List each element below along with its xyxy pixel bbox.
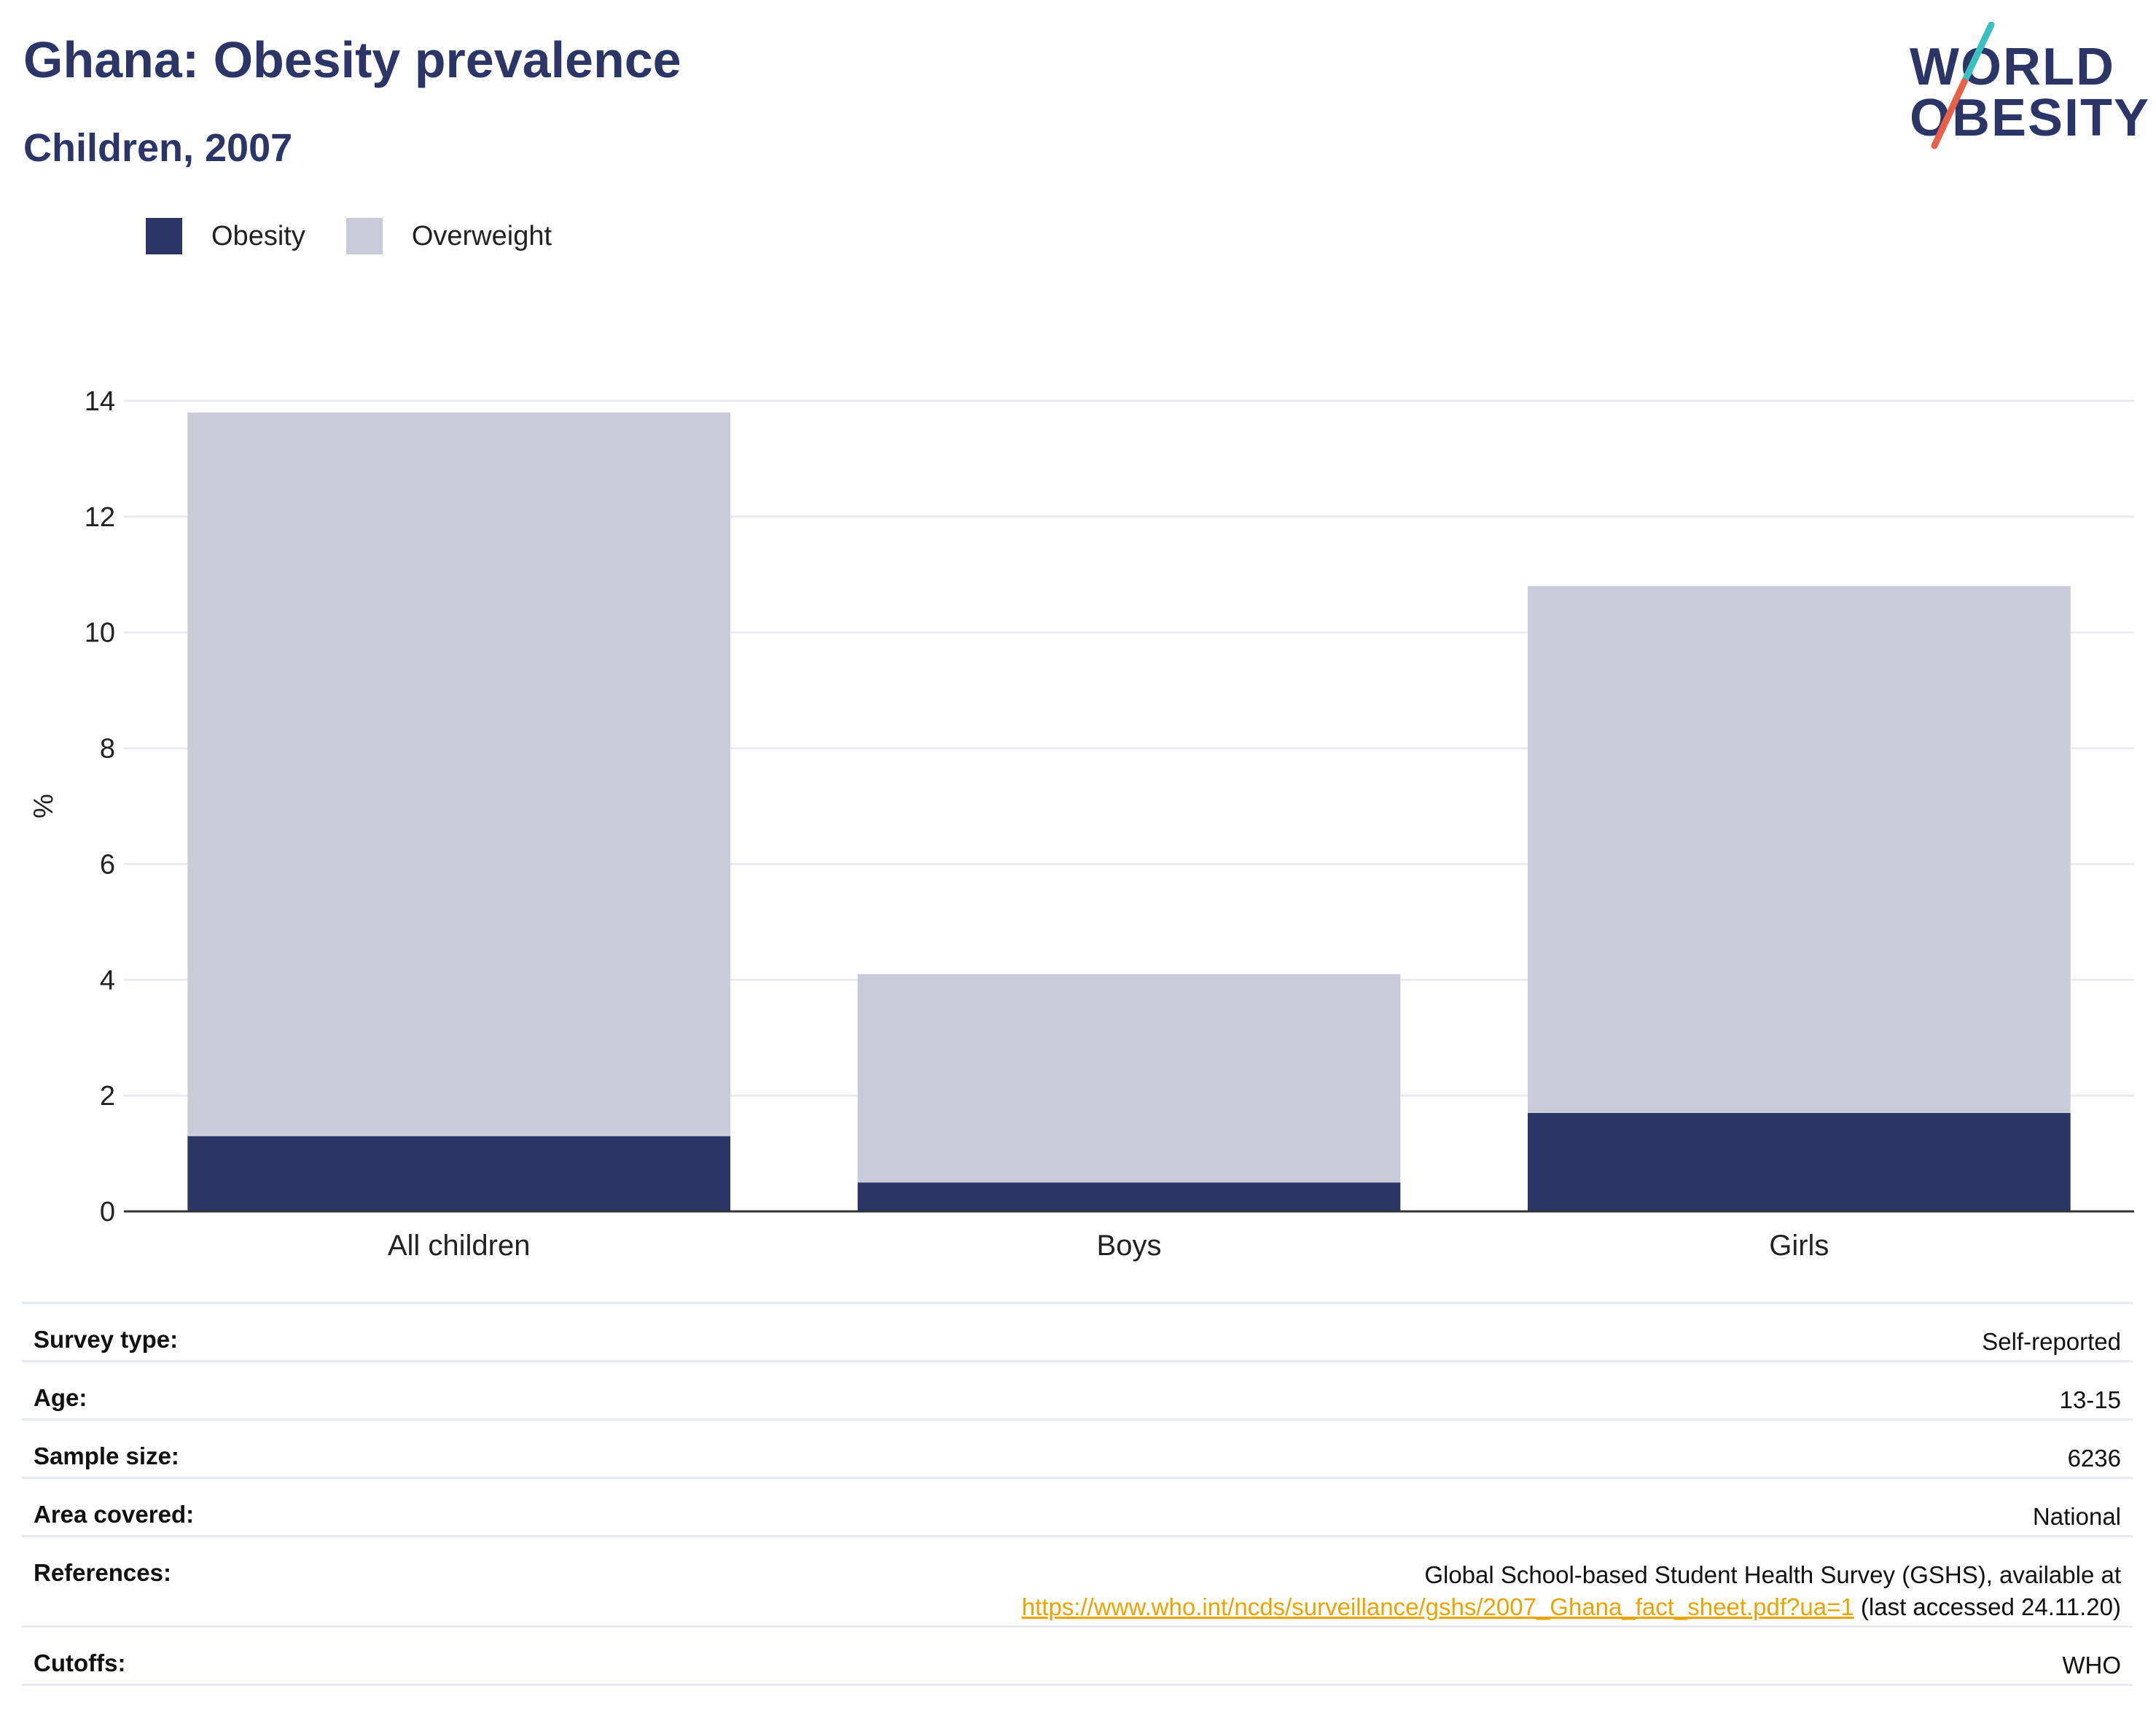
y-tick-label: 12 xyxy=(85,502,115,533)
legend-label-overweight: Overweight xyxy=(411,220,552,251)
reference-link[interactable]: https://www.who.int/ncds/surveillance/gs… xyxy=(1021,1593,1854,1620)
legend: Obesity Overweight xyxy=(146,217,593,255)
info-key: Cutoffs: xyxy=(34,1649,126,1676)
y-tick-label: 0 xyxy=(100,1197,115,1227)
bar-obesity xyxy=(187,1136,730,1211)
info-row-references: References: Global School-based Student … xyxy=(22,1536,2133,1627)
x-tick-label: All children xyxy=(388,1230,531,1262)
chart-subtitle: Children, 2007 xyxy=(23,126,293,170)
info-row-age: Age: 13-15 xyxy=(22,1361,2133,1420)
info-key: Survey type: xyxy=(34,1326,179,1353)
logo-word-world: WORLD xyxy=(1910,38,2115,96)
legend-swatch-overweight xyxy=(345,218,383,254)
y-tick-label: 14 xyxy=(85,386,115,417)
info-row-area-covered: Area covered: National xyxy=(22,1477,2133,1536)
y-axis-label: % xyxy=(28,794,59,819)
reference-text: Global School-based Student Health Surve… xyxy=(1424,1561,2121,1588)
info-value: 13-15 xyxy=(2059,1386,2121,1413)
bar-obesity xyxy=(1528,1112,2071,1211)
bar-overweight xyxy=(187,412,730,1136)
legend-label-obesity: Obesity xyxy=(211,220,305,251)
legend-swatch-obesity xyxy=(146,218,182,254)
bar-overweight xyxy=(857,974,1401,1183)
y-tick-label: 4 xyxy=(100,965,115,996)
info-key: Age: xyxy=(34,1384,87,1411)
legend-item-obesity[interactable]: Obesity xyxy=(146,218,305,254)
info-row-cutoffs: Cutoffs: WHO xyxy=(22,1626,2133,1685)
logo-slash-icon xyxy=(1931,22,1995,149)
y-tick-label: 6 xyxy=(100,849,115,880)
reference-accessed: (last accessed 24.11.20) xyxy=(1854,1593,2121,1620)
info-key: Sample size: xyxy=(34,1442,179,1469)
info-key: Area covered: xyxy=(34,1501,195,1528)
info-value: Self-reported xyxy=(1982,1328,2121,1355)
y-tick-label: 2 xyxy=(100,1081,115,1112)
y-tick-label: 8 xyxy=(100,734,115,765)
info-value: 6236 xyxy=(2067,1445,2121,1472)
info-value: National xyxy=(2032,1503,2121,1530)
info-row-survey-type: Survey type: Self-reported xyxy=(22,1303,2133,1362)
world-obesity-logo: WORLD OBESITY xyxy=(1895,22,2149,153)
bar-obesity xyxy=(857,1182,1401,1211)
bar-chart: 0 2 4 6 8 10 12 14% All children Boys Girls xyxy=(28,386,2134,1262)
info-value-references: Global School-based Student Health Surve… xyxy=(319,1536,2133,1627)
info-value: WHO xyxy=(2062,1652,2121,1679)
info-row-sample-size: Sample size: 6236 xyxy=(22,1419,2133,1478)
legend-item-overweight[interactable]: Overweight xyxy=(345,218,552,254)
x-tick-label: Boys xyxy=(1097,1230,1162,1262)
y-tick-label: 10 xyxy=(85,618,115,649)
x-tick-label: Girls xyxy=(1769,1230,1829,1262)
info-key: References: xyxy=(34,1559,171,1586)
survey-info-table: Survey type: Self-reported Age: 13-15 Sa… xyxy=(22,1302,2133,1686)
reference-link-line: https://www.who.int/ncds/surveillance/gs… xyxy=(330,1591,2121,1623)
chart-title: Ghana: Obesity prevalence xyxy=(23,31,681,88)
bar-overweight xyxy=(1528,586,2071,1113)
